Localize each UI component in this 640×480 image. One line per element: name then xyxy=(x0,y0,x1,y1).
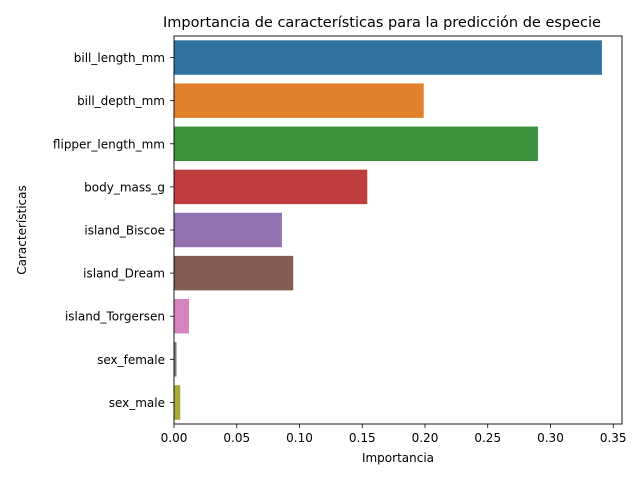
bar-island_Biscoe xyxy=(174,212,282,248)
bar-sex_female xyxy=(174,342,177,377)
x-axis: 0.00 0.05 0.10 0.15 0.20 0.25 0.30 0.35 xyxy=(161,424,627,445)
y-tick-label: sex_male xyxy=(109,396,165,410)
y-tick-label: island_Dream xyxy=(83,267,165,281)
x-tick-label: 0.35 xyxy=(600,431,627,445)
y-axis-label: Características xyxy=(15,185,29,274)
y-tick-label: flipper_length_mm xyxy=(53,137,165,151)
y-tick-label: bill_length_mm xyxy=(74,51,165,65)
x-tick-label: 0.20 xyxy=(412,431,439,445)
x-tick-label: 0.15 xyxy=(349,431,376,445)
bar-flipper_length_mm xyxy=(174,126,538,162)
y-axis: bill_length_mm bill_depth_mm flipper_lengt… xyxy=(53,51,174,410)
bar-bill_depth_mm xyxy=(174,83,424,118)
chart-title: Importancia de características para la p… xyxy=(163,15,601,31)
x-tick-label: 0.25 xyxy=(474,431,501,445)
bar-body_mass_g xyxy=(174,169,368,205)
bars-layer xyxy=(174,40,602,420)
x-tick-label: 0.30 xyxy=(537,431,564,445)
y-tick-label: body_mass_g xyxy=(84,180,165,194)
x-tick-label: 0.05 xyxy=(223,431,250,445)
bar-island_Torgersen xyxy=(174,298,190,334)
y-tick-label: sex_female xyxy=(97,353,165,367)
bar-sex_male xyxy=(174,385,181,420)
y-tick-label: bill_depth_mm xyxy=(77,94,165,108)
bar-bill_length_mm xyxy=(174,40,602,75)
y-tick-label: island_Torgersen xyxy=(65,310,165,324)
x-tick-label: 0.00 xyxy=(161,431,188,445)
bar-island_Dream xyxy=(174,255,294,291)
x-axis-label: Importancia xyxy=(362,451,434,465)
y-tick-label: island_Biscoe xyxy=(84,224,165,238)
plot-frame xyxy=(173,35,623,425)
x-tick-label: 0.10 xyxy=(286,431,313,445)
